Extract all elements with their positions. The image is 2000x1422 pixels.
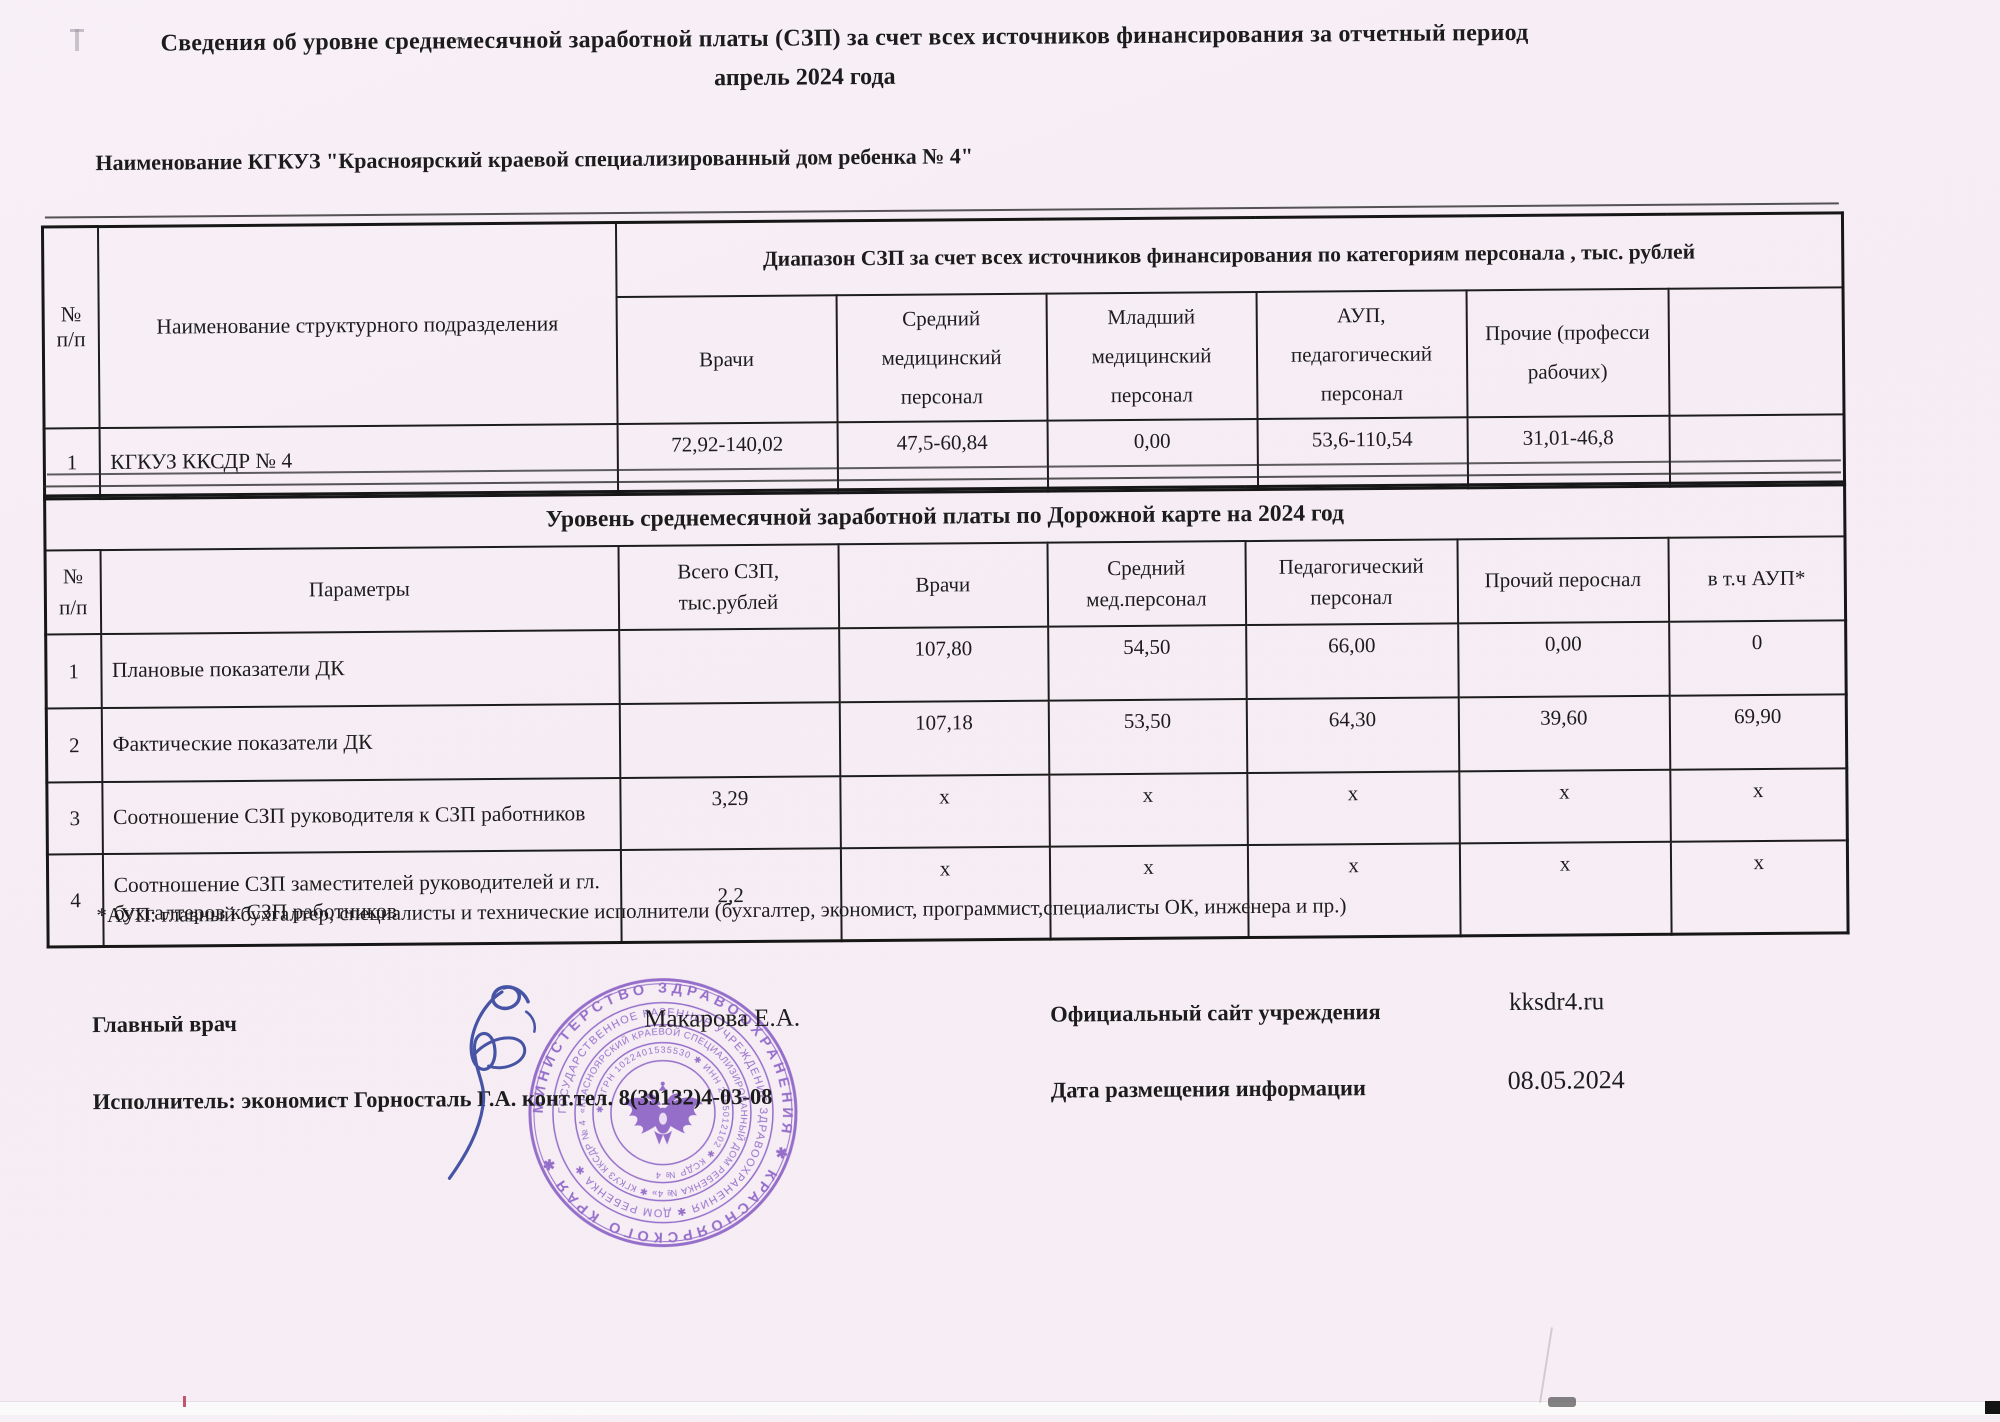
table1-header-other: Прочие (професси рабочих)	[1466, 288, 1670, 417]
cell-other: 39,60	[1458, 695, 1670, 772]
roadmap-salary-table: Уровень среднемесячной заработной платы …	[43, 480, 1850, 949]
cell-other: 0,00	[1457, 621, 1670, 698]
cell-aup: 0	[1668, 620, 1847, 696]
cell-aup: х	[1670, 840, 1849, 935]
table2-row-deputy-ratio: 4 Соотношение СЗП заместителей руководит…	[47, 840, 1849, 947]
table1-value-doctors: 72,92-140,02	[617, 421, 838, 495]
cell-pedagogical: 66,00	[1245, 623, 1459, 700]
cell-total: 3,29	[619, 776, 841, 850]
table2-header-mid-medical: Средний мед.персонал	[1046, 541, 1246, 627]
table2-header-total-text: Всего СЗП, тыс.рублей	[677, 558, 780, 615]
publish-date-value: 08.05.2024	[1507, 1065, 1625, 1096]
row-num: 1	[45, 634, 102, 709]
row-num: 3	[46, 782, 103, 855]
table2-header-doctors: Врачи	[837, 542, 1048, 629]
cell-doctors: х	[840, 846, 1051, 941]
cell-other: х	[1458, 769, 1671, 844]
cell-doctors: 107,80	[838, 626, 1049, 703]
organization-name-line: Наименование КГКУЗ "Красноярский краевой…	[95, 143, 974, 176]
cell-mid-medical: 53,50	[1048, 699, 1247, 775]
row-param: Соотношение СЗП руководителя к СЗП работ…	[101, 777, 621, 855]
official-site-value: kksdr4.ru	[1509, 988, 1605, 1017]
cell-mid-medical: х	[1048, 773, 1248, 847]
table1-header-span: Диапазон СЗП за счет всех источников фин…	[615, 212, 1844, 298]
scan-artifact-red-tick	[183, 1396, 186, 1407]
official-site-label: Официальный сайт учреждения	[1050, 999, 1381, 1027]
chief-doctor-name: Макарова Е.А.	[644, 1004, 801, 1033]
table1-header-doctors: Врачи	[616, 295, 838, 424]
cell-aup: х	[1669, 768, 1848, 842]
table2-header-pedagogical: Педагогический персонал	[1244, 539, 1458, 626]
cell-pedagogical: х	[1246, 771, 1460, 846]
table1-header-num: № п/п	[42, 226, 100, 429]
table1-header-empty	[1668, 287, 1845, 416]
signature-image	[447, 985, 537, 1180]
scan-artifact-bottom-strip	[0, 1401, 2000, 1415]
document-title-line1: Сведения об уровне среднемесячной зарабо…	[160, 19, 1529, 57]
cell-mid-medical: 54,50	[1047, 625, 1247, 701]
row-param: Соотношение СЗП заместителей руководител…	[102, 849, 622, 947]
stamp-rings	[528, 978, 798, 1248]
cell-total: 2,2	[620, 848, 842, 943]
table1-header-row-top: № п/п Наименование структурного подразде…	[42, 212, 1844, 429]
document-title-line2: апрель 2024 года	[714, 63, 896, 92]
table2-row-actual: 2 Фактические показатели ДК 107,18 53,50…	[46, 694, 1847, 783]
table1-value-empty	[1669, 413, 1845, 486]
cell-doctors: х	[839, 774, 1050, 849]
row-num: 2	[46, 708, 102, 783]
scan-artifact-black-corner	[1985, 1401, 2000, 1414]
cell-pedagogical: х	[1247, 843, 1461, 938]
table2-header-total: Всего СЗП, тыс.рублей	[618, 544, 839, 630]
cell-other: х	[1459, 841, 1672, 936]
official-stamp: МИНИСТЕРСТВО ЗДРАВООХРАНЕНИЯ ✱ КРАСНОЯРС…	[528, 978, 798, 1248]
table2-header-params: Параметры	[100, 545, 619, 635]
cell-total	[618, 628, 840, 704]
table1-value-mid-medical: 47,5-60,84	[837, 420, 1048, 493]
table1-header-mid-medical: Средний медицинский персонал	[836, 293, 1048, 422]
publish-date-label: Дата размещения информации	[1050, 1075, 1366, 1103]
table1-header-junior-medical: Младший медицинский персонал	[1046, 291, 1258, 421]
table1-value-aup-pedagogical: 53,6-110,54	[1257, 416, 1468, 490]
table1-header-aup-pedagogical: АУП, педагогический персонал	[1256, 290, 1468, 419]
cell-total	[619, 702, 840, 778]
cell-doctors: 107,18	[839, 700, 1049, 777]
table1-header-name: Наименование структурного подразделения	[97, 222, 618, 428]
table1-value-junior-medical: 0,00	[1047, 418, 1258, 491]
table2-row-planned: 1 Плановые показатели ДК 107,80 54,50 66…	[45, 620, 1847, 709]
table1-row-name: КГКУЗ ККСДР № 4	[99, 423, 618, 499]
cell-aup: 69,90	[1669, 694, 1847, 770]
table1-value-other: 31,01-46,8	[1467, 415, 1670, 488]
row-num: 4	[47, 854, 104, 947]
row-param: Плановые показатели ДК	[100, 629, 620, 709]
scan-artifact-dash	[455, 38, 465, 40]
salary-range-table: № п/п Наименование структурного подразде…	[40, 211, 1847, 501]
table2-header-other: Прочий пероснал	[1456, 537, 1669, 624]
double-headed-eagle-icon	[622, 1081, 703, 1145]
table1-row-num: 1	[44, 427, 100, 499]
table2-header-row: № п/п Параметры Всего СЗП, тыс.рублей Вр…	[45, 536, 1846, 635]
table2-header-aup: в т.ч АУП*	[1667, 536, 1846, 622]
scan-artifact-smudge	[1548, 1397, 1576, 1407]
scan-artifact-top-mark	[75, 29, 79, 51]
signature-strokes	[447, 985, 537, 1180]
cell-mid-medical: х	[1049, 845, 1249, 940]
cell-pedagogical: 64,30	[1246, 697, 1459, 774]
row-param: Фактические показатели ДК	[101, 703, 620, 783]
chief-doctor-label: Главный врач	[92, 1011, 237, 1038]
table2-header-num: № п/п	[45, 550, 101, 635]
